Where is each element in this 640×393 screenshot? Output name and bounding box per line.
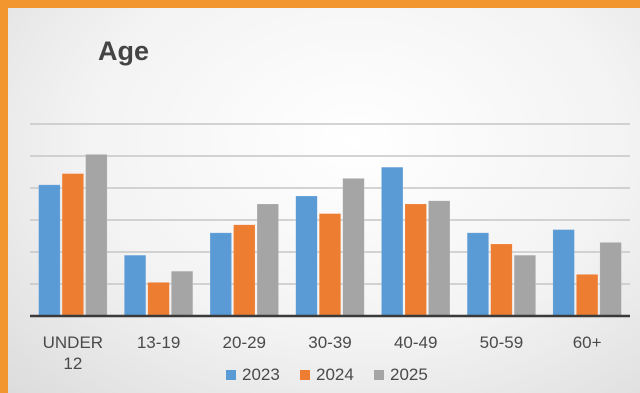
- legend-label-2024: 2024: [316, 365, 354, 384]
- bar-2025-40-49: [428, 200, 451, 317]
- bar-2025-50-59: [513, 254, 536, 317]
- bar-2023-40-49: [381, 166, 404, 317]
- chart-title: Age: [98, 36, 149, 66]
- bar-2024-40-49: [404, 203, 427, 317]
- legend-swatch-2025: [374, 370, 384, 380]
- legend-swatch-2024: [300, 370, 310, 380]
- legend-swatch-2023: [226, 370, 236, 380]
- bar-2024-30-39: [318, 213, 342, 317]
- category-label: 60+: [573, 333, 602, 352]
- bar-2025-under-12: [85, 154, 108, 317]
- bar-2024-60+: [576, 274, 599, 317]
- bar-2023-under-12: [38, 184, 61, 317]
- category-label: 40-49: [394, 333, 437, 352]
- bars: [38, 154, 622, 317]
- bar-2023-20-29: [209, 232, 232, 317]
- category-labels: UNDER 12 13-19 20-29 30-39 40-49 50-59 60+: [43, 333, 602, 373]
- bar-2024-under-12: [61, 173, 84, 317]
- bar-2023-50-59: [466, 232, 489, 317]
- bar-2023-30-39: [295, 195, 318, 317]
- legend: 2023 2024 2025: [226, 365, 428, 384]
- category-label: 30-39: [308, 333, 351, 352]
- bar-2024-13-19: [147, 282, 170, 317]
- bar-2025-13-19: [171, 270, 194, 317]
- bar-2024-20-29: [233, 224, 256, 317]
- bar-2025-20-29: [256, 203, 279, 317]
- bar-2025-30-39: [342, 178, 365, 317]
- bar-2023-60+: [552, 229, 575, 317]
- category-label: 20-29: [223, 333, 266, 352]
- chart-panel: Age UNDER 12 13-19 20-29 30-39 40-49 50-59 60+ …: [8, 8, 640, 393]
- bar-2024-50-59: [490, 243, 513, 317]
- legend-label-2023: 2023: [242, 365, 280, 384]
- legend-label-2025: 2025: [390, 365, 428, 384]
- category-label: UNDER 12: [43, 333, 103, 373]
- category-label: 50-59: [480, 333, 523, 352]
- category-label: 13-19: [137, 333, 180, 352]
- bar-2023-13-19: [124, 254, 147, 317]
- bar-2025-60+: [599, 242, 622, 317]
